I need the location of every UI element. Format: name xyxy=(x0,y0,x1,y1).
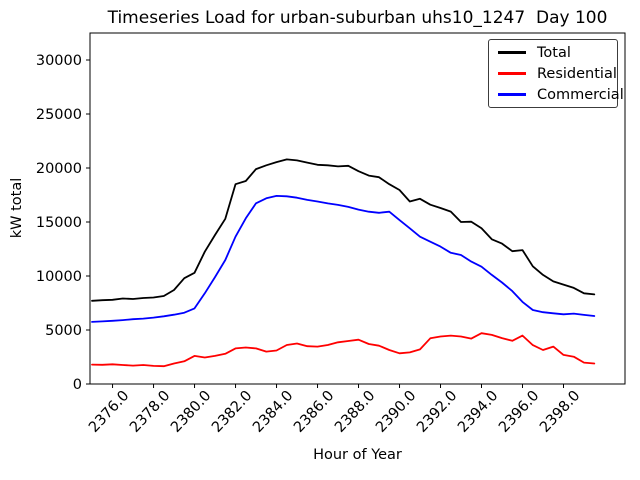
y-tick-label: 15000 xyxy=(36,215,82,231)
x-tick-label: 2376.0 xyxy=(86,388,132,436)
x-tick-label: 2378.0 xyxy=(127,388,173,436)
x-tick-label: 2396.0 xyxy=(496,388,542,436)
x-tick-label: 2392.0 xyxy=(414,388,460,436)
x-tick-label: 2380.0 xyxy=(168,388,214,436)
x-tick-label: 2386.0 xyxy=(291,388,337,436)
y-tick-label: 5000 xyxy=(45,323,82,339)
y-tick-label: 30000 xyxy=(36,53,82,69)
x-tick-label: 2388.0 xyxy=(332,388,378,436)
y-tick-label: 10000 xyxy=(36,269,82,285)
legend-entry-residential: Residential xyxy=(489,64,617,84)
y-tick-label: 25000 xyxy=(36,107,82,123)
legend-entry-total: Total xyxy=(489,43,617,63)
legend: Total Residential Commercial xyxy=(488,39,624,108)
y-tick-label: 0 xyxy=(73,377,82,393)
x-tick-label: 2390.0 xyxy=(373,388,419,436)
x-tick-label: 2384.0 xyxy=(250,388,296,436)
x-tick-label: 2398.0 xyxy=(537,388,583,436)
series-line-residential xyxy=(91,332,596,368)
series-line-commercial xyxy=(91,194,596,323)
legend-entry-commercial: Commercial xyxy=(489,85,624,105)
legend-line-sample xyxy=(498,93,526,96)
legend-label: Residential xyxy=(537,65,617,82)
axes-spines xyxy=(89,32,626,385)
x-tick-label: 2394.0 xyxy=(455,388,501,436)
legend-label: Total xyxy=(537,44,571,61)
x-tick-label: 2382.0 xyxy=(209,388,255,436)
legend-line-sample xyxy=(498,72,526,75)
y-tick-label: 20000 xyxy=(36,161,82,177)
x-axis-label: Hour of Year xyxy=(313,447,402,463)
legend-line-sample xyxy=(498,51,526,54)
series-line-total xyxy=(91,158,596,302)
legend-label: Commercial xyxy=(537,86,624,103)
chart-title: Timeseries Load for urban-suburban uhs10… xyxy=(107,8,608,28)
